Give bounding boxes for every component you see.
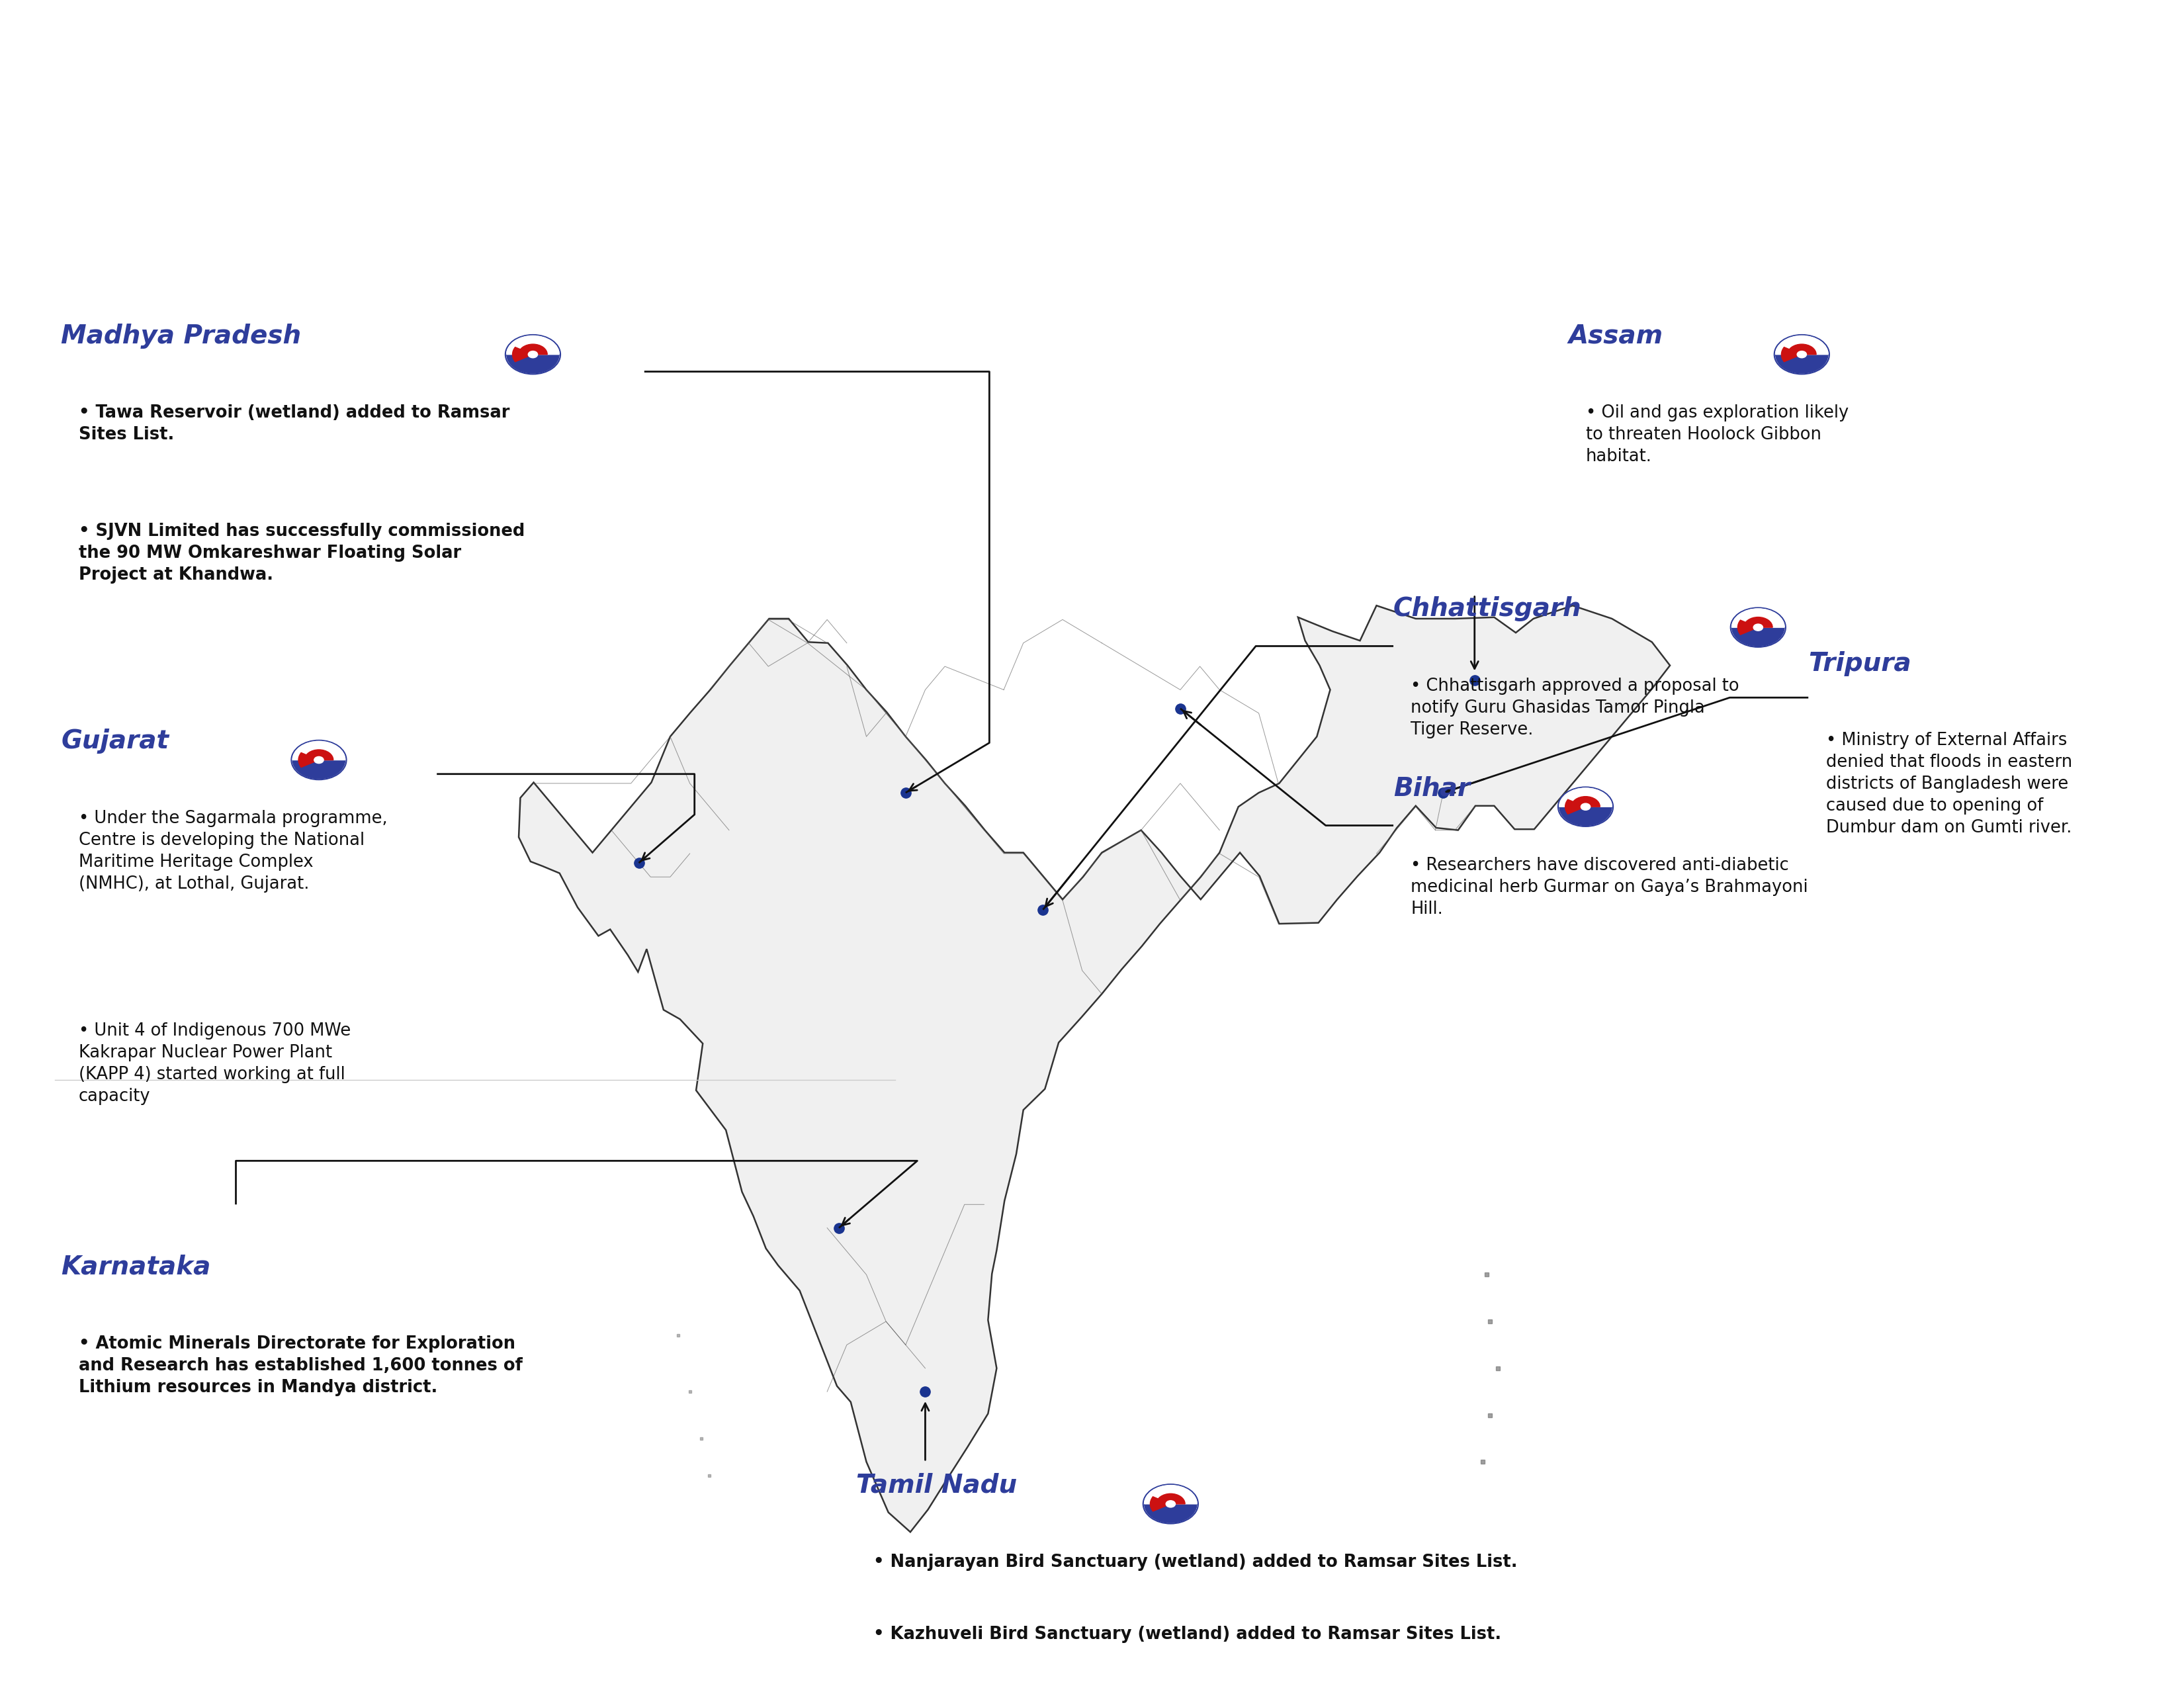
Circle shape bbox=[1773, 334, 1830, 375]
Wedge shape bbox=[507, 336, 559, 354]
Text: • Kazhuveli Bird Sanctuary (wetland) added to Ramsar Sites List.: • Kazhuveli Bird Sanctuary (wetland) add… bbox=[874, 1626, 1503, 1642]
Text: Assam: Assam bbox=[1568, 322, 1662, 348]
Wedge shape bbox=[518, 344, 548, 354]
Circle shape bbox=[1166, 1501, 1175, 1507]
Text: • Atomic Minerals Directorate for Exploration
and Research has established 1,600: • Atomic Minerals Directorate for Explor… bbox=[79, 1335, 522, 1396]
Polygon shape bbox=[520, 606, 1671, 1533]
Wedge shape bbox=[1738, 619, 1758, 635]
Wedge shape bbox=[1787, 344, 1817, 354]
Text: • Chhattisgarh approved a proposal to
notify Guru Ghasidas Tamor Pingla
Tiger Re: • Chhattisgarh approved a proposal to no… bbox=[1411, 677, 1738, 738]
Text: Chhattisgarh: Chhattisgarh bbox=[1393, 596, 1581, 621]
Circle shape bbox=[1142, 1484, 1199, 1524]
Wedge shape bbox=[1570, 797, 1601, 807]
Text: • Nanjarayan Bird Sanctuary (wetland) added to Ramsar Sites List.: • Nanjarayan Bird Sanctuary (wetland) ad… bbox=[874, 1555, 1518, 1572]
Text: • Oil and gas exploration likely
to threaten Hoolock Gibbon
habitat.: • Oil and gas exploration likely to thre… bbox=[1586, 405, 1848, 466]
Circle shape bbox=[529, 351, 537, 358]
Text: • Unit 4 of Indigenous 700 MWe
Kakrapar Nuclear Power Plant
(KAPP 4) started wor: • Unit 4 of Indigenous 700 MWe Kakrapar … bbox=[79, 1021, 352, 1104]
Text: Tamil Nadu: Tamil Nadu bbox=[856, 1472, 1018, 1497]
Wedge shape bbox=[1732, 609, 1784, 628]
Wedge shape bbox=[293, 741, 345, 760]
Text: Bihar: Bihar bbox=[1393, 775, 1470, 800]
Wedge shape bbox=[1776, 336, 1828, 354]
Text: Madhya Pradesh: Madhya Pradesh bbox=[61, 322, 301, 348]
Wedge shape bbox=[1743, 618, 1773, 628]
Text: • Tawa Reservoir (wetland) added to Ramsar
Sites List.: • Tawa Reservoir (wetland) added to Rams… bbox=[79, 405, 509, 444]
Text: Tripura: Tripura bbox=[1808, 652, 1911, 675]
Circle shape bbox=[1557, 787, 1614, 827]
Circle shape bbox=[505, 334, 561, 375]
Circle shape bbox=[1581, 803, 1590, 810]
Circle shape bbox=[1797, 351, 1806, 358]
Circle shape bbox=[290, 741, 347, 780]
Text: • Ministry of External Affairs
denied that floods in eastern
districts of Bangla: • Ministry of External Affairs denied th… bbox=[1826, 733, 2073, 837]
Text: • Researchers have discovered anti-diabetic
medicinal herb Gurmar on Gaya’s Brah: • Researchers have discovered anti-diabe… bbox=[1411, 858, 1808, 918]
Wedge shape bbox=[1144, 1485, 1197, 1504]
Wedge shape bbox=[1151, 1497, 1171, 1511]
Wedge shape bbox=[507, 354, 559, 373]
Wedge shape bbox=[293, 760, 345, 778]
Text: • Under the Sagarmala programme,
Centre is developing the National
Maritime Heri: • Under the Sagarmala programme, Centre … bbox=[79, 810, 387, 893]
Wedge shape bbox=[513, 348, 533, 361]
Wedge shape bbox=[304, 749, 334, 760]
Wedge shape bbox=[1732, 628, 1784, 647]
Wedge shape bbox=[1559, 788, 1612, 807]
Wedge shape bbox=[1566, 800, 1586, 814]
Text: India: India bbox=[1000, 27, 1184, 101]
Text: Karnataka: Karnataka bbox=[61, 1254, 212, 1280]
Wedge shape bbox=[1155, 1494, 1186, 1504]
Wedge shape bbox=[1144, 1504, 1197, 1523]
Circle shape bbox=[1730, 608, 1787, 647]
Wedge shape bbox=[1559, 807, 1612, 825]
Text: • SJVN Limited has successfully commissioned
the 90 MW Omkareshwar Floating Sola: • SJVN Limited has successfully commissi… bbox=[79, 523, 524, 584]
Wedge shape bbox=[299, 753, 319, 768]
Circle shape bbox=[1754, 625, 1762, 631]
Circle shape bbox=[314, 756, 323, 763]
Wedge shape bbox=[1782, 348, 1802, 361]
Text: Gujarat: Gujarat bbox=[61, 729, 168, 755]
Wedge shape bbox=[1776, 354, 1828, 373]
